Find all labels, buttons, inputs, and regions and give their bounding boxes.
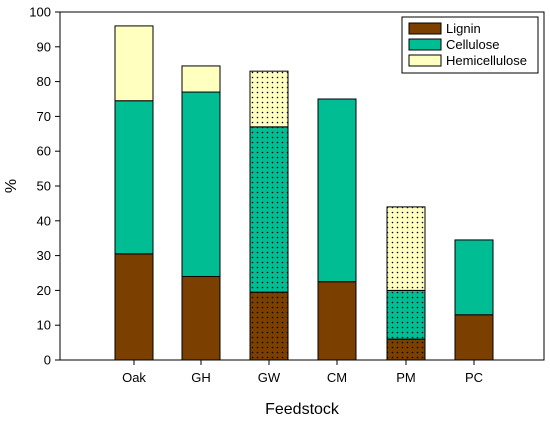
y-tick-label: 50 [37,179,51,194]
bar-pc-lignin [454,314,494,361]
bar-dots-gw-cellulose [250,126,288,293]
y-tick-label: 40 [37,213,51,228]
bar-pc-cellulose [454,239,494,316]
y-tick-label: 10 [37,318,51,333]
bar-dots-pm-hemicellulose [387,206,425,291]
x-axis-title: Feedstock [265,401,340,418]
y-tick-label: 100 [29,5,51,20]
x-axis: Oak GH GW CM PM PC [122,360,483,385]
legend-swatch-lignin [408,22,442,35]
x-tick-label-gh: GH [191,370,211,385]
x-tick-label-pc: PC [465,370,483,385]
x-tick-label-gw: GW [258,370,281,385]
bar-oak-hemicellulose [114,25,154,102]
legend-swatch-cellulose [408,38,442,51]
bar-dots-pm-lignin [387,339,425,360]
x-tick-label-cm: CM [327,370,347,385]
y-tick-label: 80 [37,74,51,89]
bar-dots-gw-lignin [250,292,288,360]
bar-oak-cellulose [114,100,154,255]
y-tick-label: 20 [37,283,51,298]
bar-dots-pm-cellulose [387,290,425,340]
bar-dots-gw-hemicellulose [250,71,288,127]
y-tick-label: 70 [37,109,51,124]
bar-cm-cellulose [317,98,357,283]
legend-label-hemicellulose: Hemicellulose [446,53,527,68]
bars-group [114,25,494,361]
bar-cm-lignin [317,281,357,361]
legend-swatch-hemicellulose [408,54,442,67]
y-tick-label: 60 [37,144,51,159]
y-tick-label: 30 [37,248,51,263]
bar-gh-lignin [181,275,221,361]
bar-gh-cellulose [181,91,221,277]
y-tick-label: 0 [44,353,51,368]
y-axis-title: % [3,179,20,193]
y-tick-label: 90 [37,39,51,54]
legend-label-lignin: Lignin [446,21,481,36]
x-tick-label-oak: Oak [122,370,146,385]
bar-gh-hemicellulose [181,65,221,93]
x-tick-label-pm: PM [396,370,416,385]
bar-oak-lignin [114,253,154,361]
legend-label-cellulose: Cellulose [446,37,499,52]
y-axis: 0 10 20 30 40 50 60 70 80 90 100 [29,5,60,368]
